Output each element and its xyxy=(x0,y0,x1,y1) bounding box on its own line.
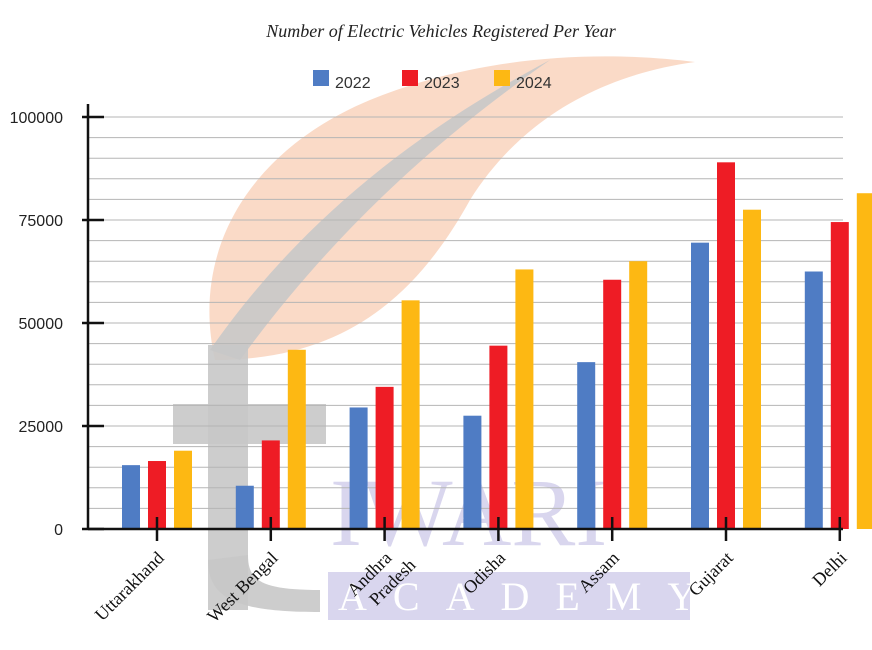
y-tick-label: 100000 xyxy=(10,110,63,127)
bar-2022 xyxy=(463,415,482,529)
bar-2022 xyxy=(235,485,254,529)
bar-2024 xyxy=(287,349,306,529)
bar-2024 xyxy=(856,193,872,529)
bar-2022 xyxy=(349,407,368,529)
bars xyxy=(122,162,872,529)
legend-swatch-2023 xyxy=(402,70,418,86)
bar-2024 xyxy=(174,450,192,529)
legend: 2022 2023 2024 xyxy=(313,70,552,92)
chart-title: Number of Electric Vehicles Registered P… xyxy=(265,21,617,41)
watermark-banner xyxy=(328,572,690,620)
bar-2022 xyxy=(804,271,823,529)
y-tick-label: 25000 xyxy=(19,419,64,436)
legend-label-2022: 2022 xyxy=(335,75,371,92)
bar-2024 xyxy=(401,300,420,529)
y-tick-label: 75000 xyxy=(19,213,64,230)
bar-2023 xyxy=(830,222,849,529)
bar-2024 xyxy=(629,261,648,529)
bar-2024 xyxy=(515,269,534,529)
x-tick-label: Delhi xyxy=(808,548,850,590)
y-tick-label: 0 xyxy=(54,522,63,539)
x-tick-label: Uttarakhand xyxy=(91,548,168,625)
bar-2023 xyxy=(375,386,394,529)
watermark-swoosh xyxy=(210,60,550,360)
legend-swatch-2024 xyxy=(494,70,510,86)
watermark-letter-t-foot xyxy=(208,555,320,612)
legend-label-2023: 2023 xyxy=(424,75,460,92)
bar-2022 xyxy=(122,465,140,529)
bar-2022 xyxy=(691,242,709,529)
watermark-leaf-shape xyxy=(209,56,696,360)
watermark-line2: ACADEMY xyxy=(338,574,722,619)
bar-2023 xyxy=(717,162,735,529)
bar-2023 xyxy=(261,440,280,529)
bar-2023 xyxy=(489,345,508,529)
bar-2023 xyxy=(148,461,166,529)
bar-2022 xyxy=(577,362,596,529)
bar-2023 xyxy=(603,279,622,529)
legend-swatch-2022 xyxy=(313,70,329,86)
y-tick-label: 50000 xyxy=(19,316,64,333)
legend-label-2024: 2024 xyxy=(516,75,552,92)
bar-2024 xyxy=(743,209,761,529)
